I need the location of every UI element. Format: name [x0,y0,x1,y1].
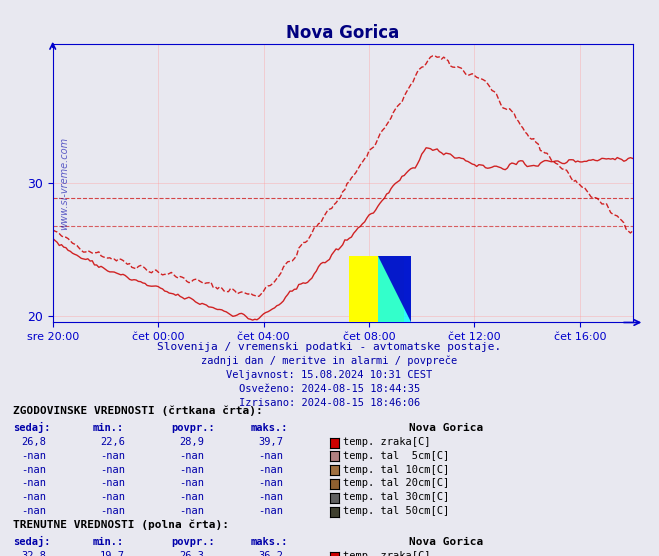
Text: 39,7: 39,7 [258,437,283,447]
Text: temp. zraka[C]: temp. zraka[C] [343,551,430,556]
Text: -nan: -nan [21,479,46,489]
Text: 26,8: 26,8 [21,437,46,447]
Text: Osveženo: 2024-08-15 18:44:35: Osveženo: 2024-08-15 18:44:35 [239,384,420,394]
Text: sedaj:: sedaj: [13,422,51,433]
Text: 26,3: 26,3 [179,551,204,556]
Text: -nan: -nan [258,451,283,461]
Text: maks.:: maks.: [250,537,288,547]
Text: 32,8: 32,8 [21,551,46,556]
Text: Nova Gorica: Nova Gorica [409,537,483,547]
Text: -nan: -nan [100,465,125,475]
Text: -nan: -nan [100,507,125,517]
Text: 19,7: 19,7 [100,551,125,556]
Text: -nan: -nan [258,493,283,503]
Text: Nova Gorica: Nova Gorica [409,423,483,433]
Text: -nan: -nan [179,465,204,475]
Polygon shape [378,256,411,322]
Text: TRENUTNE VREDNOSTI (polna črta):: TRENUTNE VREDNOSTI (polna črta): [13,520,229,530]
Text: povpr.:: povpr.: [171,537,215,547]
Text: zadnji dan / meritve in alarmi / povpreče: zadnji dan / meritve in alarmi / povpreč… [202,356,457,366]
Text: -nan: -nan [179,507,204,517]
Text: temp. tal 20cm[C]: temp. tal 20cm[C] [343,479,449,489]
Text: -nan: -nan [21,493,46,503]
Text: -nan: -nan [100,479,125,489]
Text: -nan: -nan [258,465,283,475]
Text: -nan: -nan [179,493,204,503]
Text: temp. tal 50cm[C]: temp. tal 50cm[C] [343,507,449,517]
Text: Veljavnost: 15.08.2024 10:31 CEST: Veljavnost: 15.08.2024 10:31 CEST [227,370,432,380]
Text: -nan: -nan [258,479,283,489]
Text: temp. tal 10cm[C]: temp. tal 10cm[C] [343,465,449,475]
Text: maks.:: maks.: [250,423,288,433]
Text: sedaj:: sedaj: [13,536,51,547]
Text: -nan: -nan [21,465,46,475]
Text: temp. tal 30cm[C]: temp. tal 30cm[C] [343,493,449,503]
Text: min.:: min.: [92,423,123,433]
Text: 36,2: 36,2 [258,551,283,556]
Text: www.si-vreme.com: www.si-vreme.com [59,137,69,230]
Text: Izrisano: 2024-08-15 18:46:06: Izrisano: 2024-08-15 18:46:06 [239,398,420,408]
Text: temp. zraka[C]: temp. zraka[C] [343,437,430,447]
Text: -nan: -nan [100,451,125,461]
Text: min.:: min.: [92,537,123,547]
Title: Nova Gorica: Nova Gorica [286,23,399,42]
Text: -nan: -nan [179,451,204,461]
Bar [378,256,411,322]
Text: -nan: -nan [179,479,204,489]
Text: -nan: -nan [100,493,125,503]
Text: -nan: -nan [21,451,46,461]
Text: -nan: -nan [21,507,46,517]
Text: povpr.:: povpr.: [171,423,215,433]
Text: ZGODOVINSKE VREDNOSTI (črtkana črta):: ZGODOVINSKE VREDNOSTI (črtkana črta): [13,406,263,416]
Text: 22,6: 22,6 [100,437,125,447]
Text: temp. tal  5cm[C]: temp. tal 5cm[C] [343,451,449,461]
Text: 28,9: 28,9 [179,437,204,447]
Bar [349,256,404,322]
Text: Slovenija / vremenski podatki - avtomatske postaje.: Slovenija / vremenski podatki - avtomats… [158,342,501,352]
Text: -nan: -nan [258,507,283,517]
